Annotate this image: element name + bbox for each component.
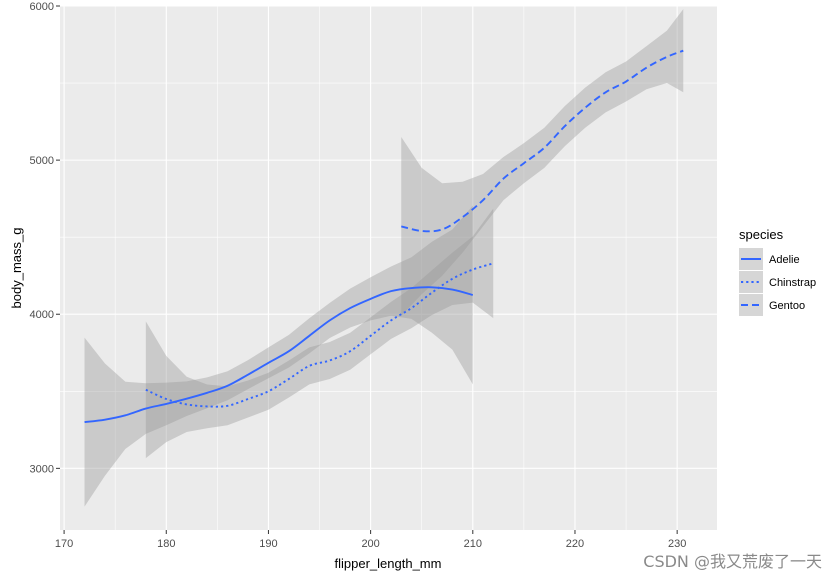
legend-key-chinstrap	[739, 271, 763, 293]
y-tick-label: 4000	[30, 309, 54, 321]
confidence-ribbons	[84, 9, 684, 507]
x-tick-label: 200	[361, 538, 379, 550]
grid-minor	[60, 6, 717, 530]
legend-label-chinstrap: Chinstrap	[769, 277, 816, 289]
ribbon-adelie	[84, 205, 473, 507]
x-tick-label: 190	[259, 538, 277, 550]
plot-panel	[60, 6, 717, 530]
x-axis-title: flipper_length_mm	[335, 556, 442, 571]
legend: species Adelie Chinstrap Gentoo	[739, 227, 816, 316]
x-tick-label: 220	[566, 538, 584, 550]
line-gentoo	[401, 49, 684, 233]
line-chinstrap	[145, 262, 494, 408]
legend-label-gentoo: Gentoo	[769, 300, 805, 312]
legend-label-adelie: Adelie	[769, 254, 800, 266]
ribbon-gentoo	[401, 9, 684, 316]
y-tick-label: 5000	[30, 155, 54, 167]
watermark: CSDN @我又荒废了一天	[643, 552, 822, 571]
y-tick-label: 6000	[30, 1, 54, 13]
x-tick-label: 210	[464, 538, 482, 550]
x-tick-label: 170	[55, 538, 73, 550]
grid-major	[60, 5, 717, 530]
x-tick-label: 180	[157, 538, 175, 550]
ribbon-chinstrap	[145, 208, 494, 459]
y-axis-title: body_mass_g	[9, 228, 24, 309]
x-tick-label: 230	[668, 538, 686, 550]
y-tick-label: 3000	[30, 463, 54, 475]
legend-key-gentoo	[739, 294, 763, 316]
series-lines	[84, 49, 684, 424]
legend-title: species	[739, 227, 784, 242]
line-adelie	[84, 286, 474, 424]
y-axis: 3000 4000 5000 6000	[30, 1, 60, 475]
x-axis: 170 180 190 200 210 220 230	[55, 530, 686, 550]
